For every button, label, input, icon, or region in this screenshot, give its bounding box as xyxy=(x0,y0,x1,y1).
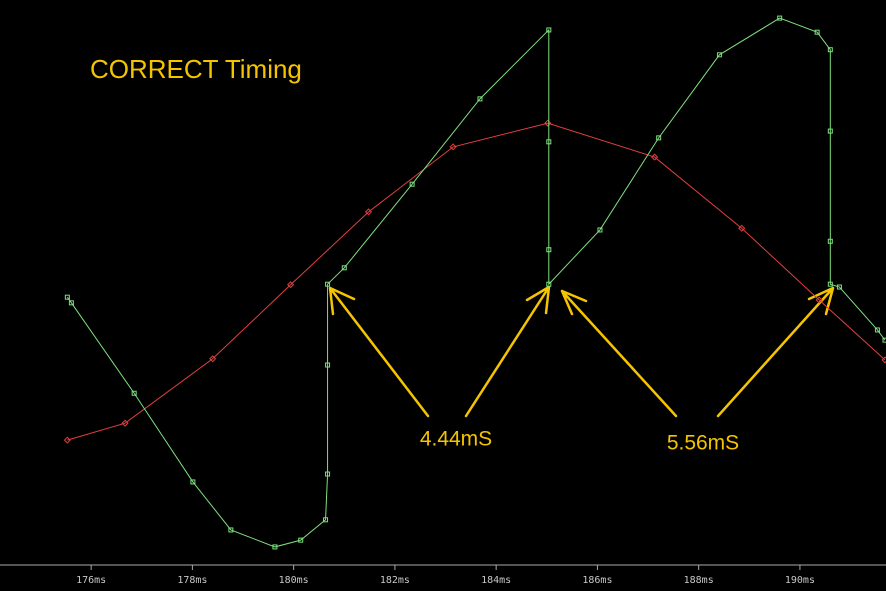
point-marker xyxy=(738,224,746,232)
point-marker xyxy=(323,517,329,523)
x-tick-label: 180ms xyxy=(279,575,309,586)
point-marker xyxy=(365,208,373,216)
point-marker xyxy=(341,265,347,271)
x-tick-label: 182ms xyxy=(380,575,410,586)
annotation: 4.44mS xyxy=(420,428,492,451)
annotation: 5.56mS xyxy=(667,432,739,455)
point-marker xyxy=(325,281,331,287)
chart-title: CORRECT Timing xyxy=(90,54,302,84)
point-marker xyxy=(716,52,722,58)
point-marker xyxy=(409,181,415,187)
point-marker xyxy=(272,544,278,550)
point-marker xyxy=(656,135,662,141)
point-marker xyxy=(287,281,295,289)
point-marker xyxy=(325,362,331,368)
point-marker xyxy=(68,300,74,306)
point-marker xyxy=(63,436,71,444)
point-marker xyxy=(881,356,886,364)
x-tick-label: 186ms xyxy=(582,575,612,586)
point-marker xyxy=(325,471,331,477)
point-marker xyxy=(546,139,552,145)
series-line xyxy=(66,17,886,548)
point-marker xyxy=(298,537,304,543)
point-marker xyxy=(827,47,833,53)
point-marker xyxy=(827,238,833,244)
point-marker xyxy=(815,296,823,304)
point-marker xyxy=(546,281,552,287)
point-marker xyxy=(209,355,217,363)
x-tick-label: 178ms xyxy=(177,575,207,586)
point-marker xyxy=(64,294,70,300)
x-tick-label: 190ms xyxy=(785,575,815,586)
point-marker xyxy=(190,479,196,485)
point-marker xyxy=(882,337,886,343)
point-marker xyxy=(228,527,234,533)
point-marker xyxy=(546,27,552,33)
annotation-arrows xyxy=(328,285,835,418)
series-line xyxy=(67,122,886,441)
point-marker xyxy=(121,419,129,427)
point-marker xyxy=(651,153,659,161)
point-marker xyxy=(546,247,552,253)
x-tick-label: 184ms xyxy=(481,575,511,586)
point-marker xyxy=(131,390,137,396)
point-marker xyxy=(477,96,483,102)
point-marker xyxy=(814,29,820,35)
point-marker xyxy=(827,128,833,134)
x-tick-label: 188ms xyxy=(684,575,714,586)
x-tick-label: 176ms xyxy=(76,575,106,586)
point-marker xyxy=(597,227,603,233)
point-marker xyxy=(449,143,457,151)
point-marker xyxy=(827,281,833,287)
point-marker xyxy=(777,15,783,21)
point-marker xyxy=(836,284,842,290)
point-marker xyxy=(874,327,880,333)
